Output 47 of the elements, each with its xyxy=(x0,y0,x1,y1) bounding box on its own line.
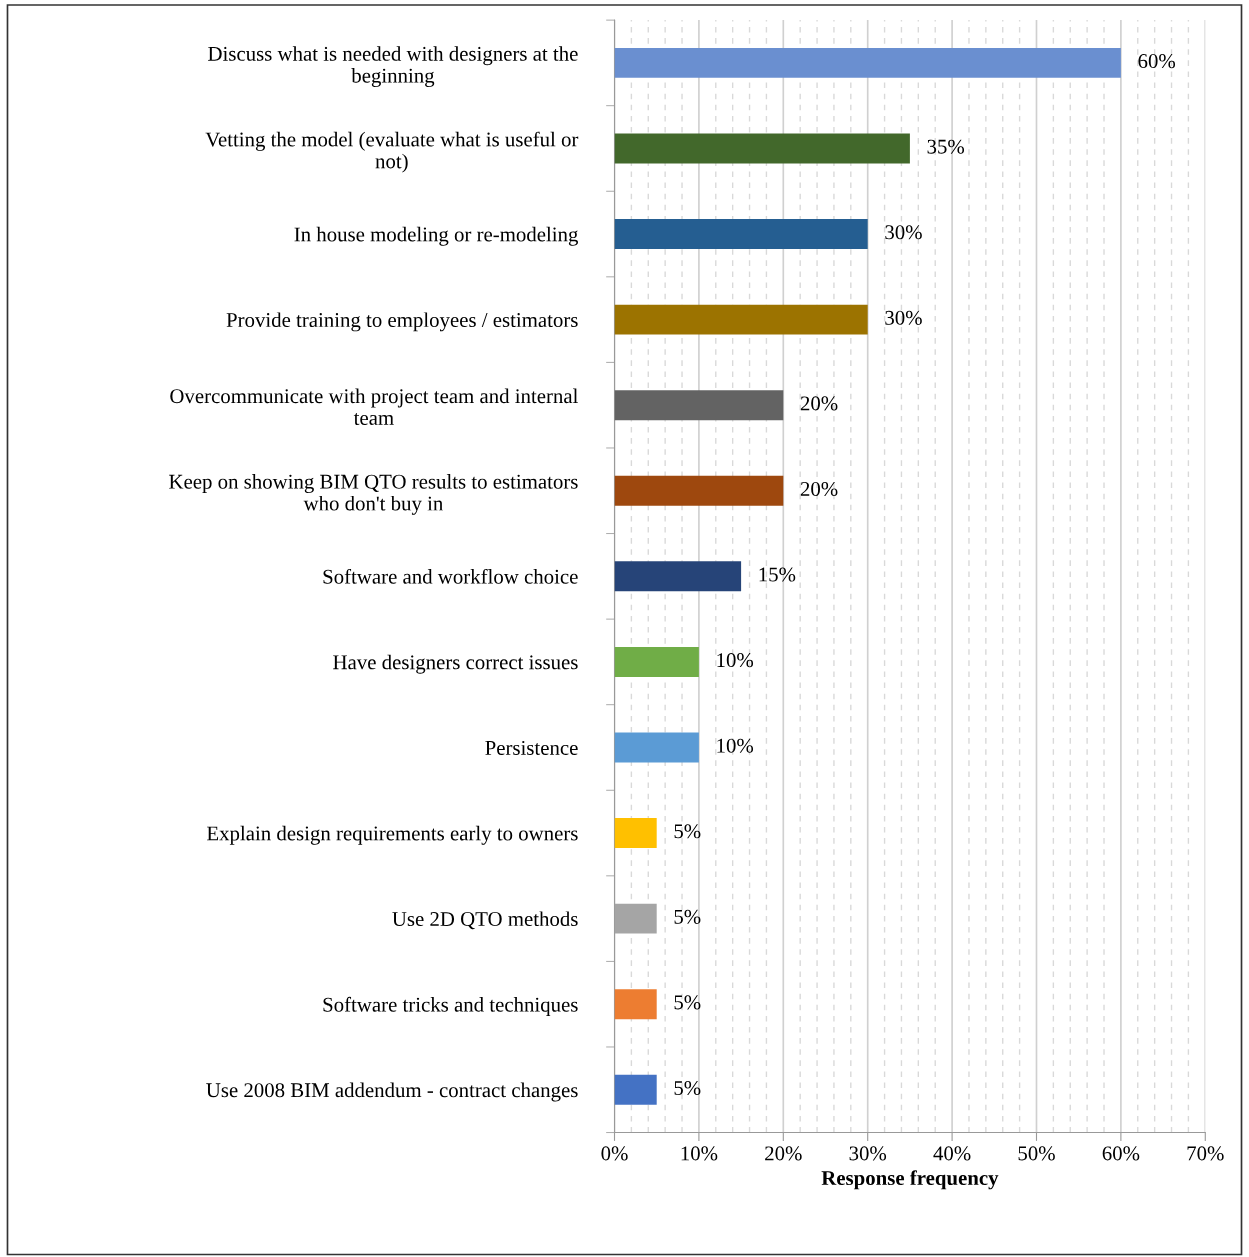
data-label: 5% xyxy=(674,824,701,839)
y-tick-label: Keep on showing BIM QTO results to estimators who don't buy in xyxy=(169,474,578,515)
x-tick-label: 50% xyxy=(1018,1146,1055,1161)
x-tick-label: 40% xyxy=(933,1146,971,1161)
bar xyxy=(614,732,699,763)
data-label: 5% xyxy=(674,1080,701,1096)
data-label: 35% xyxy=(927,139,965,154)
y-tick-label: Software and workflow choice xyxy=(323,568,578,584)
bar xyxy=(614,133,910,164)
bar xyxy=(614,1074,657,1105)
bar xyxy=(614,47,1121,78)
y-tick-label: Overcommunicate with project team and internal team xyxy=(170,388,578,425)
bar xyxy=(614,390,784,421)
data-label: 20% xyxy=(800,396,838,411)
y-tick-label: Use 2D QTO methods xyxy=(392,911,578,930)
y-tick-label: Vetting the model (evaluate what is useful or not) xyxy=(205,131,579,173)
bar xyxy=(614,818,657,849)
bar xyxy=(614,561,742,592)
bar xyxy=(614,304,868,335)
data-label: 5% xyxy=(674,909,701,924)
y-tick-label: Explain design requirements early to owners xyxy=(206,825,578,845)
data-label: 10% xyxy=(717,653,754,668)
y-tick-label: Software tricks and techniques xyxy=(323,996,578,1016)
y-tick-label: Provide training to employees / estimators xyxy=(226,312,578,332)
x-tick-label: 60% xyxy=(1102,1146,1140,1161)
y-tick-label: Have designers correct issues xyxy=(333,654,578,674)
x-tick-label: 10% xyxy=(681,1146,718,1161)
data-label: 30% xyxy=(885,310,922,325)
bar xyxy=(614,989,657,1020)
bar xyxy=(614,219,868,250)
data-label: 30% xyxy=(885,225,922,240)
data-label: 15% xyxy=(759,567,796,582)
x-tick-label: 0% xyxy=(601,1146,628,1161)
y-tick-label: Use 2008 BIM addendum - contract changes xyxy=(206,1082,578,1102)
y-tick-label: Persistence xyxy=(485,740,578,755)
data-label: 60% xyxy=(1138,54,1176,69)
x-tick-label: 30% xyxy=(849,1146,887,1161)
y-tick-label: In house modeling or re-modeling xyxy=(294,226,578,246)
x-axis-title: Response frequency xyxy=(821,1170,999,1190)
bar xyxy=(614,646,699,677)
bar xyxy=(614,475,784,506)
y-tick-label: Discuss what is needed with designers at the beginning xyxy=(208,46,578,87)
x-tick-label: 70% xyxy=(1187,1146,1224,1161)
data-label: 20% xyxy=(800,481,838,497)
data-label: 10% xyxy=(717,738,754,753)
data-label: 5% xyxy=(674,995,701,1010)
x-tick-label: 20% xyxy=(765,1146,802,1161)
